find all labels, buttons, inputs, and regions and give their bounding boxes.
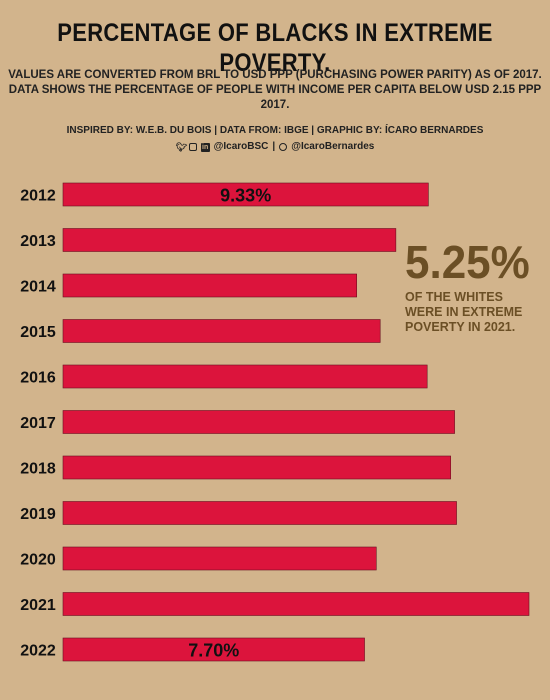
data-label: 9.33% (220, 186, 271, 206)
year-label: 2022 (20, 643, 56, 660)
year-label: 2020 (20, 552, 56, 569)
twitter-icon[interactable]: 🐦︎ (175, 141, 188, 152)
chart-subtitle: VALUES ARE CONVERTED FROM BRL TO USD PPP… (0, 68, 550, 113)
bar (62, 182, 429, 207)
year-label: 2021 (20, 597, 56, 614)
callout-text-line-1: OF THE WHITES (405, 290, 503, 304)
year-label: 2015 (20, 324, 56, 341)
subtitle-line-2: DATA SHOWS THE PERCENTAGE OF PEOPLE WITH… (8, 84, 542, 111)
github-icon[interactable] (279, 143, 288, 151)
subtitle-line-1: VALUES ARE CONVERTED FROM BRL TO USD PPP… (8, 69, 542, 81)
year-label: 2012 (20, 188, 56, 205)
bar (62, 228, 397, 252)
data-label: 7.70% (188, 641, 239, 661)
credits: INSPIRED BY: W.E.B. DU BOIS | DATA FROM:… (0, 123, 550, 156)
social-handle[interactable]: @IcaroBSC (213, 141, 269, 152)
linkedin-icon[interactable]: in (200, 142, 210, 152)
year-label: 2014 (20, 279, 56, 296)
white-poverty-callout: 5.25% OF THE WHITES WERE IN EXTREME POVE… (405, 236, 545, 335)
bar (62, 637, 365, 662)
instagram-icon[interactable] (188, 143, 197, 151)
callout-text: OF THE WHITES WERE IN EXTREME POVERTY IN… (405, 290, 545, 335)
credits-text: INSPIRED BY: W.E.B. DU BOIS | DATA FROM:… (66, 125, 484, 136)
social-row: 🐦︎ in @IcaroBSC | @IcaroBernardes (176, 139, 375, 155)
bar (62, 319, 381, 343)
bar (62, 592, 530, 616)
github-handle[interactable]: @IcaroBernardes (291, 141, 375, 152)
callout-text-line-2: WERE IN EXTREME (405, 305, 523, 319)
bar (62, 273, 357, 298)
bar (62, 364, 428, 389)
bar (62, 410, 455, 434)
bar (62, 546, 377, 571)
year-label: 2018 (20, 461, 56, 478)
year-label: 2019 (20, 506, 56, 523)
year-label: 2013 (20, 233, 56, 250)
callout-text-line-3: POVERTY IN 2021. (405, 320, 516, 334)
callout-value: 5.25% (405, 236, 530, 289)
bar (62, 501, 457, 525)
year-label: 2016 (20, 370, 56, 387)
social-separator: | (272, 141, 276, 152)
page-title: PERCENTAGE OF BLACKS IN EXTREME POVERTY. (57, 18, 493, 77)
year-label: 2017 (20, 415, 56, 432)
bar (62, 455, 451, 480)
